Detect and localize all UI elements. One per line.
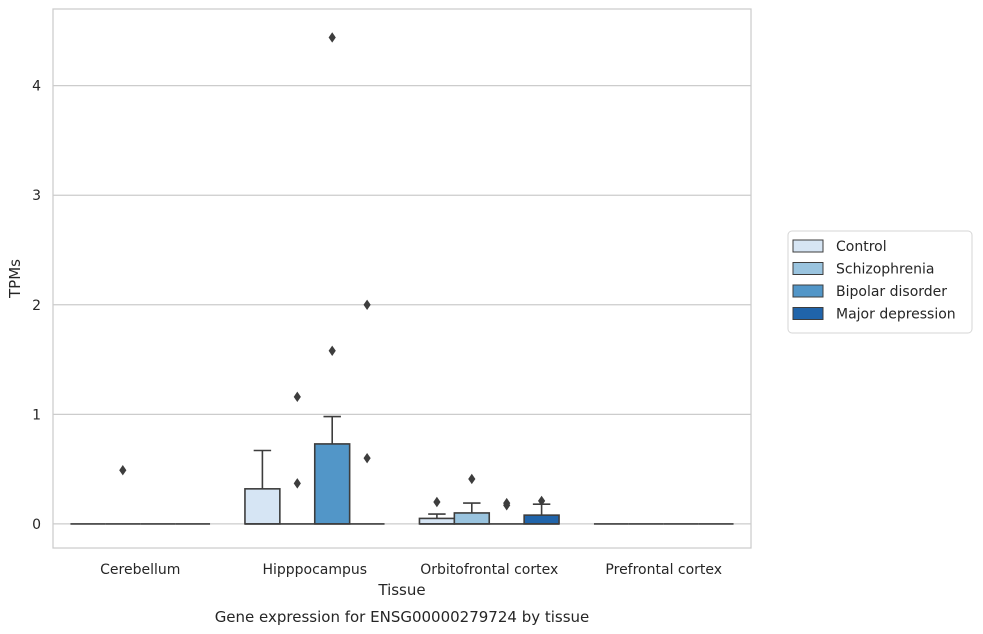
y-tick-label: 0: [32, 517, 41, 533]
outlier-point: [328, 32, 336, 43]
box-body: [453, 512, 491, 525]
gridlines: [53, 85, 751, 525]
box-2-1: [453, 473, 491, 525]
box-groups: [70, 32, 734, 525]
y-tick-label: 3: [32, 188, 41, 204]
legend: Control Schizophrenia Bipolar disorder Majo…: [787, 230, 973, 334]
legend-frame: [787, 230, 973, 334]
box-body: [418, 517, 456, 525]
box-0-1: [105, 465, 141, 525]
box-2-3: [523, 495, 560, 525]
chart-title: Gene expression for ENSG00000279724 by t…: [215, 608, 590, 626]
outlier-point: [538, 495, 546, 507]
y-tick-label: 4: [32, 79, 41, 95]
x-tick-label: Prefrontal cortex: [605, 562, 722, 578]
box-body: [313, 443, 351, 525]
legend-label: Schizophrenia: [836, 262, 934, 278]
x-tick-labels: Cerebellum Hipppocampus Orbitofrontal cort…: [100, 562, 722, 578]
legend-label: Major depression: [836, 307, 956, 323]
plot-frame: [52, 8, 752, 549]
outlier-point: [293, 478, 301, 489]
legend-swatch: [792, 239, 824, 253]
outlier-point: [433, 496, 441, 508]
outlier-point: [363, 299, 371, 310]
x-tick-label: Cerebellum: [100, 562, 180, 578]
box-1-2: [313, 32, 351, 525]
outlier-point: [328, 345, 336, 357]
box-2-0: [418, 496, 456, 525]
outlier-point: [363, 452, 371, 464]
x-tick-label: Orbitofrontal cortex: [420, 562, 558, 578]
outlier-point: [293, 391, 301, 403]
x-tick-label: Hipppocampus: [262, 562, 367, 578]
y-tick-label: 1: [32, 407, 41, 423]
y-axis-label: TPMs: [6, 259, 24, 299]
outlier-point: [503, 500, 511, 511]
box-2-2: [489, 497, 525, 525]
x-axis-label: Tissue: [377, 581, 425, 599]
y-tick-label: 2: [32, 298, 41, 314]
outlier-point: [468, 473, 476, 485]
legend-label: Control: [836, 239, 887, 255]
box-body: [244, 488, 281, 525]
box-1-0: [244, 449, 281, 525]
box-1-3: [349, 299, 385, 525]
box-1-1: [279, 391, 315, 525]
legend-swatch: [792, 262, 824, 275]
outlier-point: [119, 465, 127, 476]
legend-swatch: [792, 284, 824, 298]
box-body: [523, 514, 560, 525]
legend-label: Bipolar disorder: [836, 284, 947, 300]
y-tick-labels: 0 1 2 3 4: [32, 79, 41, 533]
legend-swatch: [792, 307, 824, 320]
